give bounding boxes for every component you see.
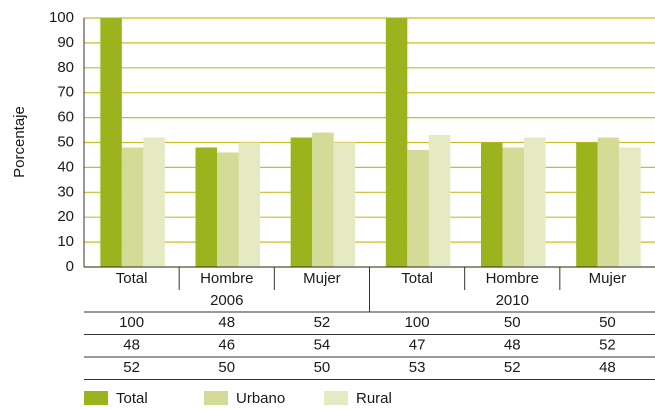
bar: [385, 18, 408, 267]
group-label: 2010: [496, 292, 529, 309]
table-cell: 50: [599, 314, 616, 331]
legend-label: Urbano: [236, 390, 285, 407]
y-tick-label: 0: [66, 258, 74, 275]
bar: [333, 142, 356, 267]
bar: [597, 137, 620, 267]
y-tick-label: 90: [57, 34, 74, 51]
table-cell: 48: [599, 359, 616, 376]
bar: [121, 147, 144, 267]
y-tick-label: 80: [57, 59, 74, 76]
table-cell: 48: [123, 337, 140, 354]
table-cell: 53: [409, 359, 426, 376]
y-tick-label: 10: [57, 233, 74, 250]
bar: [502, 147, 524, 267]
y-tick-label: 70: [57, 84, 74, 101]
y-tick-label: 20: [57, 208, 74, 225]
bar: [312, 132, 334, 267]
table-cell: 52: [314, 314, 331, 331]
bar: [143, 137, 165, 267]
legend-swatch: [84, 391, 108, 405]
bar: [576, 142, 598, 267]
group-label: 2006: [210, 292, 243, 309]
table-cell: 50: [504, 314, 521, 331]
table-cell: 100: [119, 314, 144, 331]
x-tick-label: Mujer: [303, 270, 341, 287]
table-cell: 54: [314, 337, 331, 354]
bar: [290, 137, 313, 267]
table-cell: 48: [218, 314, 235, 331]
table-cell: 52: [599, 337, 616, 354]
y-tick-label: 30: [57, 183, 74, 200]
y-tick-label: 100: [49, 9, 74, 26]
x-tick-label: Hombre: [200, 270, 253, 287]
x-tick-label: Total: [116, 270, 148, 287]
bar: [195, 147, 217, 267]
table-cell: 48: [504, 337, 521, 354]
table-cell: 52: [504, 359, 521, 376]
bar: [407, 149, 429, 267]
legend-swatch: [324, 391, 348, 405]
bar: [619, 147, 641, 267]
x-tick-label: Mujer: [589, 270, 627, 287]
table-cell: 47: [409, 337, 426, 354]
table-cell: 50: [218, 359, 235, 376]
legend-label: Rural: [356, 390, 392, 407]
bar: [217, 152, 239, 267]
table-cell: 52: [123, 359, 140, 376]
x-tick-label: Total: [401, 270, 433, 287]
x-tick-label: Hombre: [486, 270, 539, 287]
bar: [238, 142, 260, 267]
legend-label: Total: [116, 390, 148, 407]
y-tick-label: 60: [57, 109, 74, 126]
bar: [481, 142, 503, 267]
legend-swatch: [204, 391, 228, 405]
y-tick-label: 50: [57, 133, 74, 150]
table-cell: 50: [314, 359, 331, 376]
y-tick-label: 40: [57, 158, 74, 175]
bar: [524, 137, 546, 267]
table-cell: 100: [405, 314, 430, 331]
table-cell: 46: [218, 337, 235, 354]
bar: [100, 18, 122, 267]
y-axis-label: Porcentaje: [11, 106, 28, 178]
bar: [428, 135, 451, 267]
